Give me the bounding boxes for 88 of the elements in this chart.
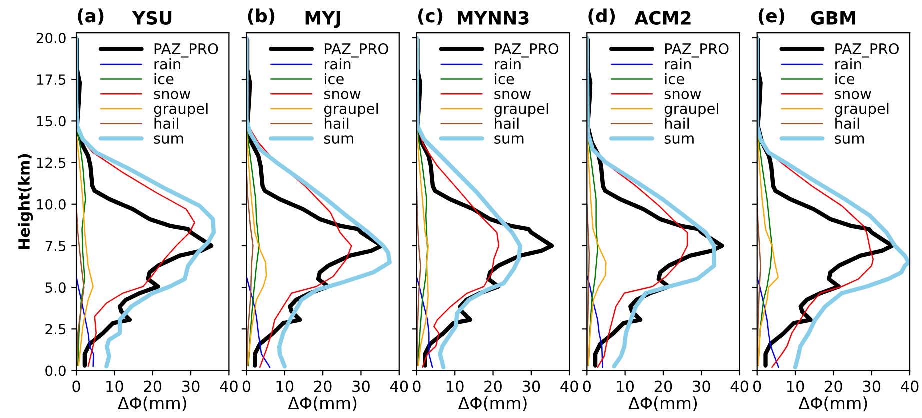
- legend-label: hail: [154, 118, 178, 130]
- x-tick-label: 10: [106, 380, 124, 392]
- x-tick-label: 20: [654, 380, 672, 392]
- x-tick-label: 40: [390, 380, 408, 392]
- x-tick-label: 20: [825, 380, 842, 392]
- x-tick-label: 10: [617, 380, 634, 392]
- x-tick-label: 10: [447, 380, 464, 392]
- y-tick-label: 17.5: [37, 74, 66, 86]
- legend-label: sum: [494, 136, 524, 144]
- legend-label: ice: [154, 73, 174, 85]
- legend-label: hail: [665, 118, 689, 130]
- x-tick-label: 20: [314, 380, 332, 392]
- y-tick-label: 12.5: [37, 158, 66, 168]
- x-tick-label: 10: [787, 380, 804, 392]
- y-tick-label: 15.0: [37, 116, 66, 127]
- x-tick-label: 10: [276, 380, 294, 392]
- legend-label: hail: [324, 118, 349, 130]
- legend-label: snow: [835, 91, 872, 100]
- legend-label: sum: [154, 136, 184, 144]
- x-tick-label: 30: [863, 380, 881, 392]
- legend-label: PAZ_PRO: [495, 43, 559, 58]
- y-tick-label: 2.5: [46, 324, 66, 335]
- y-tick-label: 0.0: [46, 366, 66, 376]
- line-series: [76, 132, 94, 366]
- x-axis-title: ΔΦ(mm): [628, 396, 698, 412]
- legend-label: graupel: [154, 103, 208, 118]
- legend-label: PAZ_PRO: [154, 43, 218, 58]
- x-tick-label: 40: [730, 380, 749, 392]
- x-tick-label: 30: [522, 380, 540, 392]
- legend-label: sum: [835, 136, 864, 144]
- legend-label: ice: [665, 73, 684, 85]
- x-tick-label: 20: [144, 380, 162, 392]
- legend-label: rain: [836, 58, 862, 70]
- text: (e): [758, 8, 785, 25]
- x-tick-label: 30: [352, 380, 370, 392]
- text: (a): [78, 8, 104, 25]
- x-tick-label: 20: [484, 380, 502, 392]
- legend-label: ice: [495, 73, 514, 85]
- x-tick-label: 0: [242, 380, 251, 392]
- x-tick-label: 40: [901, 380, 919, 392]
- y-tick-label: 7.5: [46, 241, 66, 252]
- legend-label: snow: [154, 91, 191, 100]
- y-tick-label: 10.0: [37, 199, 66, 210]
- x-axis-title: ΔΦ(mm): [458, 396, 527, 412]
- y-axis-title: Height(km): [18, 154, 34, 250]
- legend-label: rain: [154, 58, 180, 70]
- legend-label: snow: [494, 91, 531, 100]
- text: (d): [588, 8, 616, 25]
- legend-label: snow: [324, 91, 361, 100]
- legend-label: rain: [665, 58, 692, 70]
- legend-label: ice: [325, 73, 344, 85]
- y-tick-label: 20.0: [36, 32, 66, 44]
- legend-label: rain: [324, 58, 351, 70]
- x-tick-label: 30: [693, 380, 710, 392]
- legend-label: snow: [664, 91, 702, 100]
- chart-title: MYJ: [306, 12, 340, 28]
- legend-label: PAZ_PRO: [666, 43, 729, 58]
- x-tick-label: 0: [72, 380, 80, 392]
- chart-title: MYNN3: [458, 11, 529, 25]
- line-series: [76, 276, 94, 368]
- x-tick-label: 30: [182, 380, 200, 392]
- chart-title: ACM2: [634, 11, 691, 25]
- legend-label: rain: [495, 58, 521, 70]
- legend-label: hail: [495, 118, 519, 130]
- legend-label: ice: [836, 73, 855, 85]
- x-tick-label: 0: [754, 380, 762, 392]
- legend-label: graupel: [494, 103, 548, 118]
- line-series: [76, 204, 85, 366]
- x-tick-label: 40: [560, 380, 578, 392]
- x-axis-title: ΔΦ(mm): [118, 396, 186, 412]
- x-axis-title: ΔΦ(mm): [798, 396, 868, 412]
- x-axis-title: ΔΦ(mm): [288, 396, 357, 412]
- legend-label: PAZ_PRO: [325, 43, 388, 58]
- text: (c): [418, 8, 443, 25]
- chart-title: YSU: [132, 11, 172, 25]
- text: (b): [248, 8, 275, 25]
- legend-label: sum: [664, 136, 694, 144]
- legend-label: graupel: [835, 103, 889, 118]
- x-tick-label: 0: [413, 380, 421, 392]
- chart-title: GBM: [811, 11, 856, 25]
- y-tick-label: 5.0: [46, 282, 66, 294]
- x-tick-label: 40: [220, 380, 238, 392]
- legend-label: graupel: [324, 103, 378, 118]
- x-tick-label: 0: [583, 380, 591, 392]
- legend-label: PAZ_PRO: [836, 43, 899, 58]
- legend-label: sum: [324, 136, 354, 144]
- legend-label: graupel: [664, 103, 718, 118]
- legend-label: hail: [836, 118, 860, 130]
